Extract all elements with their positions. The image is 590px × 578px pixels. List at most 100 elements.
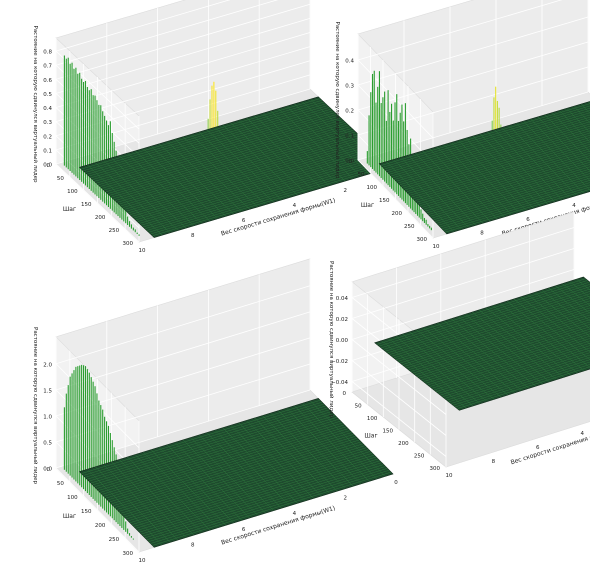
surface-mesh-line [222, 124, 298, 196]
surface-mesh-line [444, 320, 530, 389]
grid-line [351, 269, 575, 415]
z-tick-label: 0.7 [43, 64, 52, 70]
x-tick-label: 0 [394, 480, 398, 486]
grid-line [55, 311, 311, 475]
surface-mesh-line [238, 120, 314, 191]
surface-mesh-line [471, 311, 557, 380]
z-tick-label: 0.04 [336, 296, 349, 302]
surface-mesh-line [103, 160, 179, 231]
surface-mesh-line [458, 140, 527, 211]
surface-mesh-line [119, 459, 195, 536]
z-axis-label: Растояние на которую сдвинулся виртуальн… [328, 261, 335, 419]
surface-mesh-line [423, 327, 509, 396]
z-tick-label: 0.1 [345, 134, 354, 140]
grid-line [55, 88, 311, 243]
z-tick-label: 0.3 [43, 120, 52, 126]
grid-line [55, 74, 311, 229]
z-axis-label: Растояние на которую сдвинулся виртуальн… [32, 26, 39, 184]
y-tick-label: 200 [95, 215, 106, 221]
surface-mesh-line [206, 432, 282, 509]
surface-mesh-line [478, 309, 564, 378]
surface-mesh-line [127, 456, 203, 533]
x-tick-label: 8 [191, 233, 195, 239]
y-axis-label: Шаг [63, 513, 76, 520]
surface-mesh-line [135, 150, 211, 222]
y-tick-label: 100 [67, 495, 78, 501]
x-tick-label: 8 [480, 230, 484, 236]
y-tick-label: 250 [414, 454, 425, 460]
y-axis-label: Шаг [361, 202, 374, 209]
z-tick-label: 0.4 [345, 59, 354, 65]
surface-mesh-line [520, 296, 590, 353]
surface-mesh-line [451, 142, 520, 213]
x-tick-label: 4 [580, 431, 584, 437]
surface-mesh-line [166, 444, 242, 521]
surface-mesh-line [158, 143, 234, 215]
surface-mesh-line [415, 152, 483, 224]
z-tick-label: 1.0 [43, 414, 52, 420]
y-axis-label: Шаг [364, 433, 377, 440]
surface-mesh-line [465, 138, 534, 209]
y-tick-label: 150 [383, 429, 394, 435]
surface-mesh-line [458, 316, 543, 385]
surface-mesh-line [174, 442, 250, 519]
surface-mesh-line [430, 325, 516, 393]
surface-mesh-line [573, 106, 590, 124]
surface-mesh-line [166, 141, 242, 212]
grid-line [55, 0, 279, 144]
surface-mesh-line [214, 430, 290, 506]
surface-mesh-line [559, 110, 590, 143]
z-axis-label: Растояние на которую сдвинулся виртуальн… [334, 22, 341, 180]
surface-mesh-line [422, 150, 491, 222]
z-tick-label: 0.8 [43, 50, 52, 56]
surface-mesh-line [262, 113, 338, 184]
surface-mesh-line [395, 336, 481, 404]
surface-mesh-line [516, 123, 584, 194]
x-tick-label: 8 [191, 542, 195, 548]
surface-mesh-line [158, 447, 234, 524]
surface-mesh-line [499, 303, 585, 371]
x-tick-label: 6 [242, 218, 246, 224]
surface-mesh-line [246, 420, 322, 497]
surface-mesh-line [238, 422, 314, 499]
surface-mesh-line [544, 114, 590, 162]
surface-mesh-line [190, 437, 266, 514]
y-tick-label: 0 [349, 159, 353, 165]
x-tick-label: 10 [139, 248, 146, 254]
surface-mesh-line [294, 103, 370, 175]
surface-mesh-line [270, 412, 346, 489]
surface-mesh-line [103, 464, 179, 541]
surface-mesh-line [388, 338, 474, 407]
z-tick-label: −0.04 [331, 380, 348, 386]
x-tick-label: 6 [526, 217, 530, 223]
surface-mesh-line [530, 118, 590, 181]
surface-mesh-line [254, 417, 330, 494]
y-tick-label: 250 [109, 537, 120, 543]
surface-mesh-line [190, 134, 266, 205]
surface-mesh-line [381, 340, 467, 409]
y-tick-label: 200 [398, 441, 409, 447]
chart-panel-1: 0.00.10.20.30.40.50.60.70.80501001502002… [32, 0, 398, 254]
z-tick-label: 0.00 [336, 338, 349, 344]
surface-mesh-line [487, 131, 556, 203]
z-tick-label: 0.5 [43, 92, 52, 98]
y-tick-label: 150 [379, 198, 390, 204]
x-tick-label: 10 [139, 558, 146, 564]
y-tick-label: 300 [430, 466, 441, 472]
surface-mesh-line [566, 108, 590, 133]
surface-mesh-line [135, 454, 211, 531]
surface-mesh-line [451, 318, 536, 387]
surface-mesh-line [548, 287, 590, 322]
surface-mesh-line [402, 333, 488, 402]
surface-mesh-line [310, 400, 386, 477]
surface-mesh-line [174, 138, 250, 210]
surface-mesh-line [278, 410, 354, 487]
surface-mesh-line [230, 122, 306, 193]
y-tick-label: 50 [57, 481, 64, 487]
surface-mesh-line [151, 146, 227, 217]
surface-mesh-line [436, 146, 505, 218]
surface-mesh-line [198, 131, 274, 203]
x-tick-label: 10 [446, 473, 453, 479]
